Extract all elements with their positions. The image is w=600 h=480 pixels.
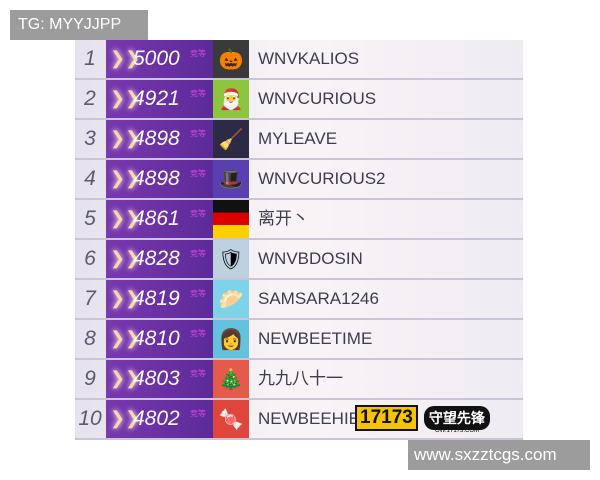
rank: 10: [78, 407, 102, 430]
rank: 1: [84, 47, 96, 70]
player-name[interactable]: WNVCURIOUS: [258, 89, 377, 108]
score: 4802: [133, 407, 180, 430]
score: 4861: [133, 207, 180, 230]
leaderboard-row[interactable]: 1 ❯❯ 5000 竞等 🎃 WNVKALIOS: [75, 40, 523, 80]
player-name[interactable]: SAMSARA1246: [258, 289, 379, 308]
score: 4819: [133, 287, 180, 310]
grandmaster-chevron-icon: ❯❯: [110, 288, 141, 308]
logo-number: 17173: [355, 405, 418, 431]
logo-url: OW.17173.COM: [435, 428, 480, 434]
grandmaster-chevron-icon: ❯❯: [110, 208, 141, 228]
score-tag: 竞等: [190, 249, 206, 258]
skill-rating: ❯❯ 4819 竞等: [106, 280, 213, 318]
grandmaster-chevron-icon: ❯❯: [110, 328, 141, 348]
player-name[interactable]: 离开丶: [258, 209, 309, 228]
grandmaster-chevron-icon: ❯❯: [110, 48, 141, 68]
player-name[interactable]: 九九八十一: [258, 369, 343, 388]
witch-icon: 🧹: [213, 120, 249, 158]
skill-rating: ❯❯ 4861 竞等: [106, 200, 213, 238]
site-logo: 17173 守望先锋 OW.17173.COM: [355, 405, 490, 434]
santa-hat-icon: 🎅: [213, 80, 249, 118]
skill-rating: ❯❯ 4898 竞等: [106, 120, 213, 158]
grandmaster-chevron-icon: ❯❯: [110, 368, 141, 388]
score-tag: 竞等: [190, 129, 206, 138]
score: 4828: [133, 247, 180, 270]
player-name[interactable]: WNVBDOSIN: [258, 249, 363, 268]
mei-icon: 👩: [213, 320, 249, 358]
logo-title: 守望先锋: [423, 406, 490, 430]
player-name[interactable]: MYLEAVE: [258, 129, 338, 148]
rank: 8: [84, 327, 96, 350]
bun-icon: 🥟: [213, 280, 249, 318]
watermark-top: TG: MYYJJPP: [10, 10, 148, 40]
score-tag: 竞等: [190, 289, 206, 298]
skill-rating: ❯❯ 4810 竞等: [106, 320, 213, 358]
leaderboard: 1 ❯❯ 5000 竞等 🎃 WNVKALIOS 2 ❯❯ 4921 竞等 🎅 W…: [75, 40, 523, 440]
rank: 6: [84, 247, 96, 270]
grandmaster-chevron-icon: ❯❯: [110, 88, 141, 108]
score-tag: 竞等: [190, 89, 206, 98]
christmas-tree-icon: 🎄: [213, 360, 249, 398]
pumpkin-icon: 🎃: [213, 40, 249, 78]
rank: 7: [84, 287, 96, 310]
skill-rating: ❯❯ 4803 竞等: [106, 360, 213, 398]
leaderboard-row[interactable]: 4 ❯❯ 4898 竞等 🎩 WNVCURIOUS2: [75, 160, 523, 200]
skill-rating: ❯❯ 5000 竞等: [106, 40, 213, 78]
player-name[interactable]: WNVCURIOUS2: [258, 169, 386, 188]
score: 4921: [133, 87, 180, 110]
player-name[interactable]: NEWBEETIME: [258, 329, 373, 348]
score: 4810: [133, 327, 180, 350]
score-tag: 竞等: [190, 209, 206, 218]
rank: 3: [84, 127, 96, 150]
leaderboard-row[interactable]: 9 ❯❯ 4803 竞等 🎄 九九八十一: [75, 360, 523, 400]
leaderboard-row[interactable]: 7 ❯❯ 4819 竞等 🥟 SAMSARA1246: [75, 280, 523, 320]
hat-2017-icon: 🎩: [213, 160, 249, 198]
rank: 2: [84, 87, 96, 110]
rank: 5: [84, 207, 96, 230]
score-tag: 竞等: [190, 169, 206, 178]
leaderboard-row[interactable]: 8 ❯❯ 4810 竞等 👩 NEWBEETIME: [75, 320, 523, 360]
candy-icon: 🍬: [213, 400, 249, 438]
score-tag: 竞等: [190, 49, 206, 58]
score: 4803: [133, 367, 180, 390]
leaderboard-row[interactable]: 2 ❯❯ 4921 竞等 🎅 WNVCURIOUS: [75, 80, 523, 120]
germany-flag-icon: [213, 200, 249, 238]
score-tag: 竞等: [190, 409, 206, 418]
player-name[interactable]: NEWBEEHIE: [258, 409, 361, 428]
score: 5000: [133, 47, 180, 70]
skill-rating: ❯❯ 4921 竞等: [106, 80, 213, 118]
skill-rating: ❯❯ 4828 竞等: [106, 240, 213, 278]
watermark-bottom: www.sxzztcgs.com: [408, 440, 590, 470]
grandmaster-chevron-icon: ❯❯: [110, 408, 141, 428]
skill-rating: ❯❯ 4802 竞等: [106, 400, 213, 438]
rank: 9: [84, 367, 96, 390]
leaderboard-row[interactable]: 5 ❯❯ 4861 竞等 离开丶: [75, 200, 523, 240]
score: 4898: [133, 167, 180, 190]
score: 4898: [133, 127, 180, 150]
hero-icon: 🛡: [213, 240, 249, 278]
score-tag: 竞等: [190, 329, 206, 338]
player-name[interactable]: WNVKALIOS: [258, 49, 360, 68]
leaderboard-row[interactable]: 3 ❯❯ 4898 竞等 🧹 MYLEAVE: [75, 120, 523, 160]
grandmaster-chevron-icon: ❯❯: [110, 248, 141, 268]
grandmaster-chevron-icon: ❯❯: [110, 128, 141, 148]
leaderboard-row[interactable]: 6 ❯❯ 4828 竞等 🛡 WNVBDOSIN: [75, 240, 523, 280]
skill-rating: ❯❯ 4898 竞等: [106, 160, 213, 198]
score-tag: 竞等: [190, 369, 206, 378]
grandmaster-chevron-icon: ❯❯: [110, 168, 141, 188]
rank: 4: [84, 167, 96, 190]
